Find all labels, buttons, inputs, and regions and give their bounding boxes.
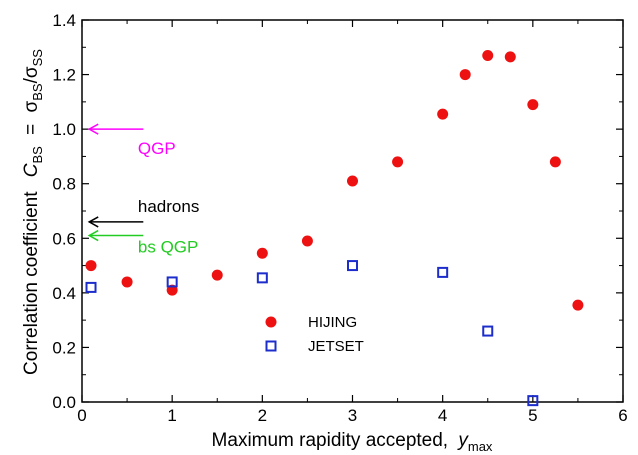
y-axis-formula-slash: / — [21, 77, 42, 83]
x-tick-label: 6 — [618, 406, 627, 425]
y-tick-label: 1.4 — [52, 11, 76, 30]
x-tick-label: 4 — [438, 406, 447, 425]
x-axis-label-text: Maximum rapidity accepted, — [212, 430, 449, 451]
hijing-point — [121, 276, 133, 288]
x-tick-label: 5 — [528, 406, 537, 425]
y-tick-label: 0.0 — [52, 393, 76, 412]
jetset-point — [527, 395, 539, 407]
x-tick-label: 0 — [77, 406, 86, 425]
y-axis-label: Correlation coefficient CBS = σBS/σSS — [21, 49, 47, 375]
annotation-label: hadrons — [138, 197, 199, 216]
y-axis-formula-s1: σ — [21, 100, 42, 112]
annotation-arrow-head — [87, 123, 99, 135]
y-tick-label: 0.8 — [52, 175, 76, 194]
hijing-point — [211, 269, 223, 281]
hijing-point — [572, 299, 584, 311]
hijing-point — [301, 235, 313, 247]
x-tick-label: 3 — [348, 406, 357, 425]
y-axis-formula-c-sub: BS — [30, 146, 45, 164]
hijing-point — [256, 247, 268, 259]
jetset-point — [256, 272, 268, 284]
y-axis-formula-s1-sub: BS — [30, 83, 45, 101]
annotation-arrow-head — [87, 216, 99, 228]
hijing-point — [392, 156, 404, 168]
annotation-label: bs QGP — [138, 238, 198, 257]
data-marks — [85, 49, 584, 407]
y-axis-label-text: Correlation coefficient — [21, 191, 42, 375]
y-axis-formula-s2-sub: SS — [30, 49, 45, 67]
x-tick-label: 1 — [167, 406, 176, 425]
legend-marker-jetset — [265, 340, 277, 352]
x-axis-label-var: y — [456, 430, 469, 451]
annotation-label: QGP — [138, 139, 176, 158]
legend-marker-hijing — [265, 316, 277, 328]
hijing-point — [85, 260, 97, 272]
hijing-point — [482, 49, 494, 61]
hijing-point — [549, 156, 561, 168]
y-tick-label: 0.4 — [52, 284, 76, 303]
annotation-arrow-head — [87, 229, 99, 242]
y-tick-label: 1.0 — [52, 120, 76, 139]
hijing-point — [504, 51, 516, 63]
x-tick-label: 2 — [258, 406, 267, 425]
y-tick-label: 0.6 — [52, 229, 76, 248]
tick-labels: 0 1 2 3 4 5 6 0.0 0.2 0.4 0.6 0.8 1.0 1.2 1.4 — [52, 11, 627, 425]
legend-label: JETSET — [308, 338, 364, 355]
legend: HIJING JETSET — [265, 314, 364, 355]
annotations: QGP hadrons bs QGP — [87, 123, 199, 257]
hijing-point — [347, 175, 358, 187]
jetset-point — [166, 276, 178, 288]
y-axis-formula-c: C — [21, 163, 42, 177]
y-tick-label: 1.2 — [52, 66, 76, 85]
plot-frame — [81, 19, 624, 403]
legend-label: HIJING — [308, 314, 357, 331]
jetset-point — [437, 266, 449, 278]
x-axis-label: Maximum rapidity accepted, ymax — [212, 430, 493, 454]
y-tick-label: 0.2 — [52, 338, 76, 357]
hijing-point — [459, 69, 471, 81]
y-axis-formula-eq: = — [21, 124, 42, 135]
jetset-point — [85, 281, 97, 293]
x-axis-label-sub: max — [468, 439, 493, 454]
hijing-point — [437, 108, 449, 120]
hijing-point — [527, 99, 539, 111]
jetset-point — [347, 260, 358, 272]
y-axis-formula-s2: σ — [21, 66, 42, 78]
jetset-point — [482, 325, 494, 337]
